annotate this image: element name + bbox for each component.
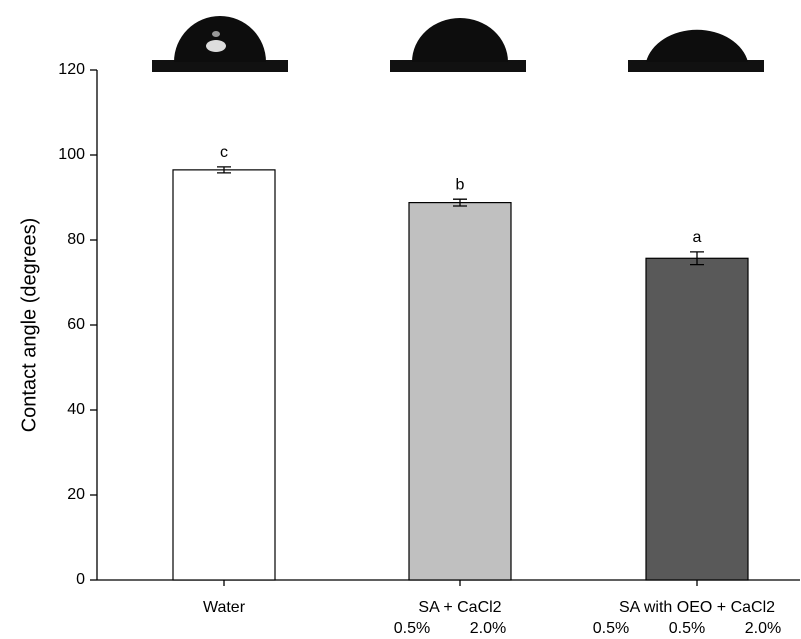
bar <box>173 170 275 580</box>
concentration-label: 2.0% <box>470 620 506 637</box>
droplet <box>174 16 266 62</box>
droplet-highlight <box>206 40 226 52</box>
concentration-label: 0.5% <box>669 620 705 637</box>
y-tick-label: 100 <box>58 146 85 163</box>
concentration-label: 2.0% <box>745 620 781 637</box>
y-tick-label: 60 <box>67 316 85 333</box>
y-axis-label: Contact angle (degrees) <box>18 218 40 433</box>
droplet-highlight <box>212 31 220 37</box>
y-tick-label: 0 <box>76 571 85 588</box>
x-tick-label: SA + CaCl2 <box>418 599 501 616</box>
x-tick-label: Water <box>203 599 246 616</box>
y-tick-label: 40 <box>67 401 85 418</box>
y-tick-label: 120 <box>58 61 85 78</box>
x-tick-label: SA with OEO + CaCl2 <box>619 599 775 616</box>
significance-letter: a <box>693 229 702 246</box>
droplet-images <box>152 16 764 72</box>
significance-letter: b <box>456 176 465 193</box>
concentration-label: 0.5% <box>394 620 430 637</box>
droplet <box>646 30 748 62</box>
bar <box>646 258 748 580</box>
chart: Contact angle (degrees) 0 20 40 60 80 100 120 c… <box>0 0 801 639</box>
droplet <box>412 18 508 62</box>
page: Contact angle (degrees) 0 20 40 60 80 100 120 c… <box>0 0 801 639</box>
concentration-label: 0.5% <box>593 620 629 637</box>
significance-letter: c <box>220 144 228 161</box>
y-tick-label: 80 <box>67 231 85 248</box>
bar <box>409 203 511 580</box>
y-tick-label: 20 <box>67 486 85 503</box>
